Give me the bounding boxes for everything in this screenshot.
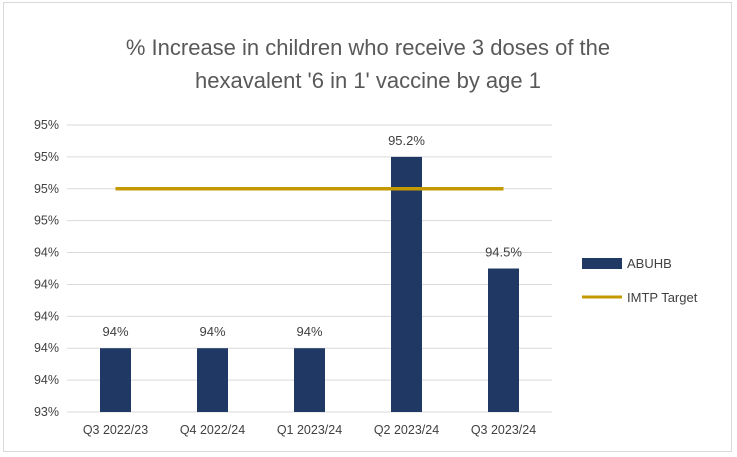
x-tick-label: Q3 2022/23 bbox=[83, 423, 148, 437]
bar-abuhb bbox=[488, 268, 519, 412]
data-label: 94.5% bbox=[485, 245, 522, 260]
y-tick-label: 95% bbox=[34, 118, 59, 132]
legend-label-imtp-target: IMTP Target bbox=[627, 290, 698, 305]
y-tick-label: 94% bbox=[34, 373, 59, 387]
chart-svg: % Increase in children who receive 3 dos… bbox=[34, 35, 698, 437]
x-tick-label: Q4 2022/24 bbox=[180, 423, 245, 437]
data-label: 94% bbox=[296, 324, 322, 339]
y-axis-ticks: 93% 94% 94% 94% 94% 94% 95% 95% 95% 95% bbox=[34, 118, 59, 419]
chart-title-line-2: hexavalent '6 in 1' vaccine by age 1 bbox=[195, 68, 541, 93]
y-tick-label: 95% bbox=[34, 182, 59, 196]
bar-abuhb bbox=[391, 156, 422, 412]
data-label: 94% bbox=[199, 324, 225, 339]
y-tick-label: 94% bbox=[34, 309, 59, 323]
bar-abuhb bbox=[294, 348, 325, 412]
y-tick-label: 94% bbox=[34, 246, 59, 260]
chart-title: % Increase in children who receive 3 dos… bbox=[126, 35, 610, 93]
data-labels: 94% 94% 94% 95.2% 94.5% bbox=[102, 133, 522, 339]
x-tick-label: Q1 2023/24 bbox=[277, 423, 342, 437]
chart-title-line-1: % Increase in children who receive 3 dos… bbox=[126, 35, 610, 60]
y-tick-label: 94% bbox=[34, 341, 59, 355]
y-tick-label: 95% bbox=[34, 150, 59, 164]
legend-swatch-abuhb bbox=[582, 258, 622, 269]
y-tick-label: 94% bbox=[34, 277, 59, 291]
bar-abuhb bbox=[197, 348, 228, 412]
gridlines bbox=[67, 124, 552, 413]
bar-abuhb bbox=[100, 348, 131, 412]
data-label: 94% bbox=[102, 324, 128, 339]
legend-label-abuhb: ABUHB bbox=[627, 256, 672, 271]
y-tick-label: 93% bbox=[34, 405, 59, 419]
x-tick-label: Q3 2023/24 bbox=[471, 423, 536, 437]
bars bbox=[100, 156, 519, 412]
y-tick-label: 95% bbox=[34, 214, 59, 228]
x-tick-label: Q2 2023/24 bbox=[374, 423, 439, 437]
chart-frame: % Increase in children who receive 3 dos… bbox=[3, 2, 732, 452]
x-axis-ticks: Q3 2022/23 Q4 2022/24 Q1 2023/24 Q2 2023/24… bbox=[83, 423, 536, 437]
data-label: 95.2% bbox=[388, 133, 425, 148]
legend: ABUHB IMTP Target bbox=[582, 256, 698, 305]
